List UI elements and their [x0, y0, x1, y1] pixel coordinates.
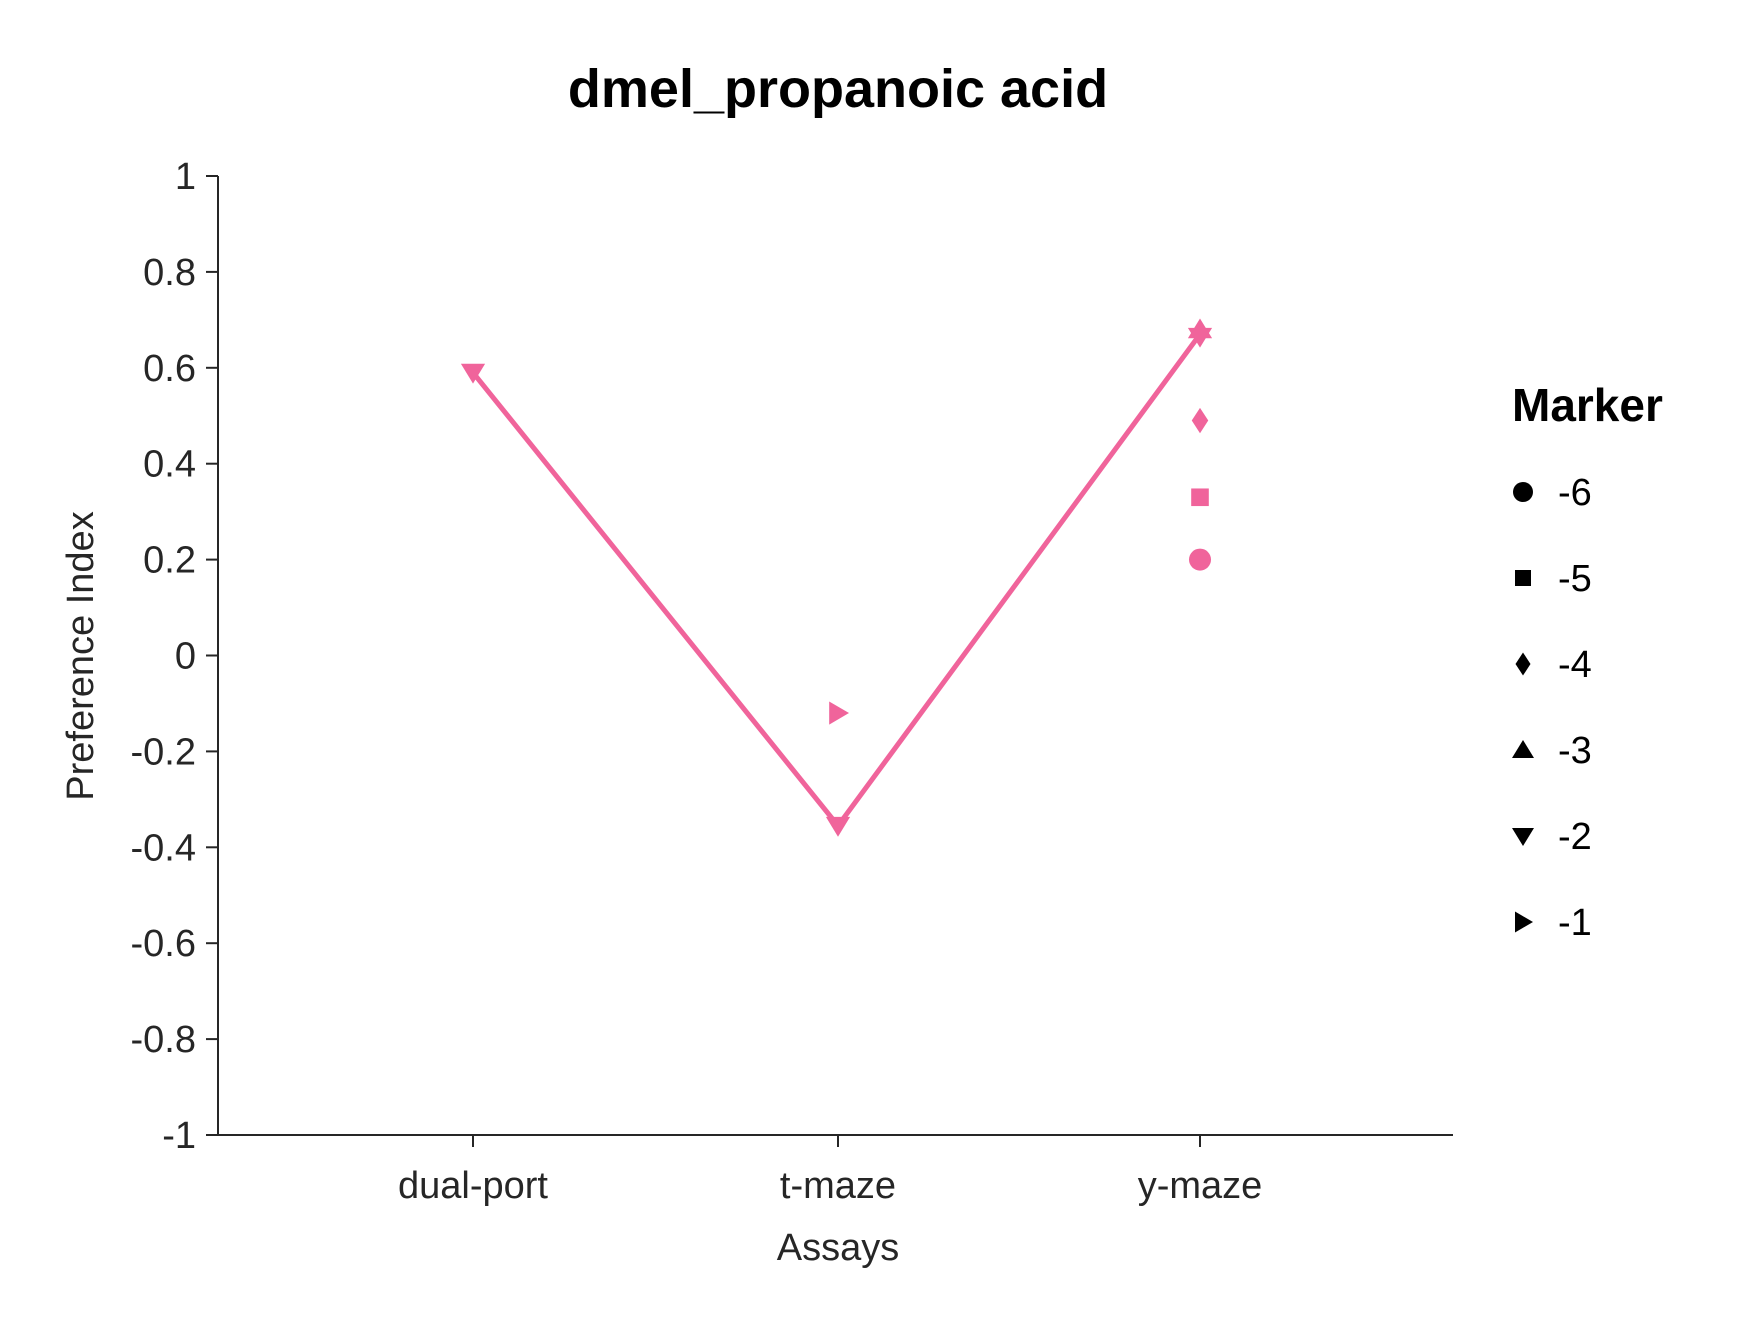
x-ticks: dual-port t-maze y-maze: [398, 1135, 1262, 1207]
legend-marker: [1513, 482, 1533, 502]
x-tick-label: dual-port: [398, 1165, 548, 1207]
y-ticks: 1 0.8 0.6 0.4 0.2 0 -0.2 -0.4 -0.6 -0.8 -1: [131, 156, 218, 1157]
chart-title: dmel_propanoic acid: [568, 59, 1108, 119]
data-point: [1189, 548, 1211, 571]
legend-item-label: -2: [1558, 816, 1592, 858]
data-point: [460, 363, 486, 384]
y-tick-label: -1: [162, 1115, 196, 1157]
y-tick-label: -0.6: [131, 923, 196, 965]
x-tick-label: y-maze: [1138, 1165, 1263, 1207]
legend-marker: [1512, 828, 1534, 846]
legend-item-label: -6: [1558, 472, 1592, 514]
x-tick-label: t-maze: [780, 1165, 896, 1207]
y-tick-label: 0.4: [143, 444, 196, 486]
y-tick-label: 0.6: [143, 348, 196, 390]
legend-item-label: -1: [1558, 902, 1592, 944]
y-tick-label: -0.2: [131, 731, 196, 773]
legend-marker: [1512, 740, 1534, 758]
data-point: [1191, 488, 1209, 507]
x-axis-label: Assays: [777, 1227, 899, 1269]
y-tick-label: 0.2: [143, 540, 196, 582]
y-tick-label: 1: [175, 156, 196, 198]
axes: [206, 176, 1453, 1136]
data-point: [1187, 327, 1213, 348]
y-tick-label: 0.8: [143, 252, 196, 294]
data-point: [825, 816, 851, 837]
y-tick-label: 0: [175, 636, 196, 678]
legend-item-label: -3: [1558, 730, 1592, 772]
y-axis-label: Preference Index: [60, 511, 102, 800]
legend-marker: [1515, 652, 1531, 676]
data-series: [460, 318, 1213, 837]
legend-title: Marker: [1512, 379, 1663, 431]
data-point: [1191, 407, 1209, 434]
legend-item-label: -4: [1558, 644, 1592, 686]
legend-item-label: -5: [1558, 558, 1592, 600]
legend-marker: [1515, 570, 1531, 586]
legend: Marker -6 -5 -4 -3 -2 -1: [1512, 379, 1663, 944]
y-tick-label: -0.4: [131, 827, 196, 869]
y-tick-label: -0.8: [131, 1019, 196, 1061]
series-line: [471, 332, 1203, 830]
legend-marker: [1515, 911, 1533, 933]
data-point: [829, 701, 849, 725]
